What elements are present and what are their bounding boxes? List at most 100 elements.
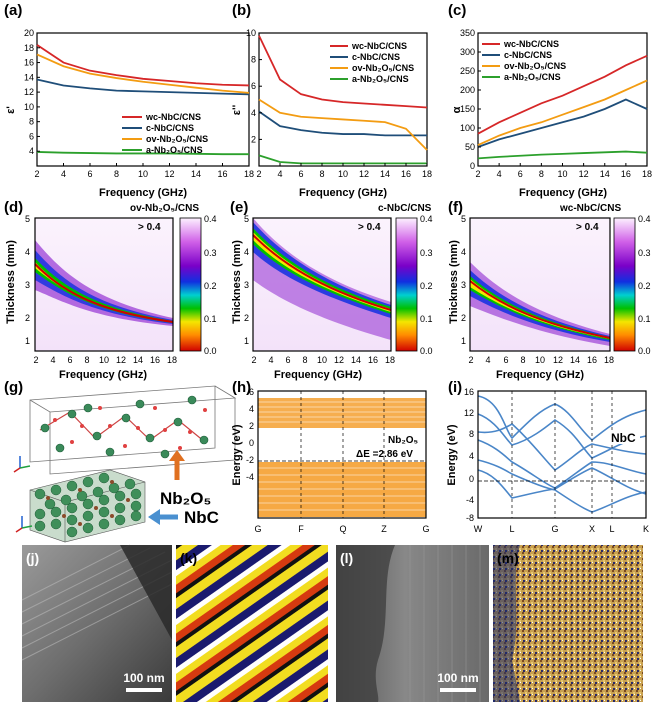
svg-text:3: 3 <box>244 280 249 290</box>
panel-i: (i) Energy (eV) NbC 16 12 8 4 0 -4 -8 W <box>446 379 649 534</box>
y-axis-label-d: Thickness (mm) <box>5 240 17 324</box>
svg-text:6: 6 <box>67 355 72 365</box>
series-line-b-0 <box>258 35 428 109</box>
map-ticks-e: 5 4 3 2 1 2 4 6 8 10 12 14 16 18 <box>244 214 395 365</box>
y-tick-a: 4 <box>29 146 34 156</box>
legend-b-c: c-NbC/CNS <box>352 52 400 62</box>
cbar-e-3: 0.3 <box>420 248 433 258</box>
map-title-f: wc-NbC/CNS <box>559 203 621 214</box>
svg-text:2: 2 <box>468 355 473 365</box>
band-frame-h <box>257 390 427 519</box>
svg-text:-2: -2 <box>246 455 254 465</box>
svg-text:1: 1 <box>244 336 249 346</box>
oxide-arrow-icon <box>169 450 185 480</box>
x-tick-b: 6 <box>298 169 303 179</box>
threshold-note-e: > 0.4 <box>358 222 381 233</box>
cbar-e-4: 0.4 <box>420 214 433 224</box>
oxide-structure <box>29 385 237 475</box>
y-tick-a: 6 <box>29 131 34 141</box>
scale-bar-j <box>126 688 162 692</box>
svg-text:3: 3 <box>25 280 30 290</box>
panel-g: (g) <box>4 379 237 543</box>
panel-letter-e: (e) <box>230 199 248 216</box>
cbar-e-0: 0.0 <box>420 346 433 356</box>
x-tick-c: 16 <box>621 169 631 179</box>
svg-text:-4: -4 <box>466 495 474 505</box>
x-tick-b: 4 <box>277 169 282 179</box>
y-axis-label-a: ε' <box>5 106 17 114</box>
y-tick-b: 10 <box>246 28 256 38</box>
svg-text:8: 8 <box>520 355 525 365</box>
panel-j: (j) 100 nm <box>21 544 173 702</box>
colorbar-ticks-d: 0.0 0.1 0.2 0.3 0.4 <box>204 214 217 356</box>
svg-text:8: 8 <box>302 355 307 365</box>
x-tick-a: 14 <box>191 169 201 179</box>
y-tick-c: 0 <box>470 161 475 171</box>
svg-text:0: 0 <box>469 474 474 484</box>
svg-text:-4: -4 <box>246 472 254 482</box>
map-ticks-f: 5 4 3 2 1 2 4 6 8 10 12 14 16 18 <box>461 214 614 365</box>
x-axis-label-e: Frequency (GHz) <box>274 369 362 381</box>
panel-c: (c) α Frequency (GHz) 2 4 6 8 10 12 14 16 18 0 50 1… <box>448 2 652 199</box>
panel-letter-m: (m) <box>497 550 519 566</box>
legend-item-c: c-NbC/CNS <box>146 123 194 133</box>
cbar-d-1: 0.1 <box>204 314 217 324</box>
y-tick-c: 100 <box>460 123 475 133</box>
map-frame-d <box>34 217 174 352</box>
y-axis-label-e: Thickness (mm) <box>231 240 243 324</box>
panel-a: (a) ε' Frequency (GHz) 2 4 6 8 10 12 14 16 18 4 6 8… <box>4 2 254 199</box>
y-axis-label-f: Thickness (mm) <box>448 240 460 324</box>
x-tick-a: 2 <box>34 169 39 179</box>
axis-triad-top-icon <box>13 456 31 473</box>
svg-text:6: 6 <box>503 355 508 365</box>
svg-text:12: 12 <box>553 355 563 365</box>
x-tick-c: 2 <box>475 169 480 179</box>
svg-text:4: 4 <box>249 404 254 414</box>
rl-band-e <box>252 218 392 340</box>
svg-text:2: 2 <box>25 313 30 323</box>
x-tick-a: 10 <box>138 169 148 179</box>
svg-text:Q: Q <box>339 524 346 534</box>
rl-band-d <box>34 240 174 326</box>
svg-text:16: 16 <box>587 355 597 365</box>
y-tick-b: 6 <box>251 81 256 91</box>
cbar-e-1: 0.1 <box>420 314 433 324</box>
legend-b-wc: wc-NbC/CNS <box>351 41 407 51</box>
cbar-f-1: 0.1 <box>638 314 651 324</box>
svg-text:12: 12 <box>464 408 474 418</box>
map-title-e: c-NbC/CNS <box>378 203 432 214</box>
panel-b: (b) ε'' Frequency (GHz) 2 4 6 8 10 12 14 16 1824… <box>231 2 432 199</box>
x-tick-a: 6 <box>87 169 92 179</box>
legend-b-ov: ov-Nb₂O₅/CNS <box>352 63 414 73</box>
svg-text:14: 14 <box>570 355 580 365</box>
series-group-c <box>477 54 648 160</box>
scale-label-j: 100 nm <box>123 671 164 685</box>
x-axis-label-d: Frequency (GHz) <box>59 369 147 381</box>
colorbar-ticks-e: 0.0 0.1 0.2 0.3 0.4 <box>420 214 433 356</box>
cbar-d-0: 0.0 <box>204 346 217 356</box>
panel-letter-l: (l) <box>340 550 353 566</box>
y-tick-b: 2 <box>251 134 256 144</box>
panel-k: (k) <box>176 545 328 702</box>
x-tick-a: 4 <box>61 169 66 179</box>
svg-text:8: 8 <box>84 355 89 365</box>
svg-text:L: L <box>509 524 514 534</box>
svg-text:W: W <box>474 524 483 534</box>
series-line-b-3 <box>258 154 427 165</box>
y-tick-c: 300 <box>460 47 475 57</box>
svg-text:4: 4 <box>461 247 466 257</box>
svg-text:-8: -8 <box>466 513 474 523</box>
phase-map-m <box>493 545 643 702</box>
svg-text:1: 1 <box>25 336 30 346</box>
y-tick-c: 250 <box>460 66 475 76</box>
svg-text:10: 10 <box>317 355 327 365</box>
svg-text:G: G <box>422 524 429 534</box>
y-tick-c: 350 <box>460 28 475 38</box>
y-tick-a: 12 <box>24 87 34 97</box>
x-tick-b: 16 <box>401 169 411 179</box>
legend-c: wc-NbC/CNS c-NbC/CNS ov-Nb₂O₅/CNS a-Nb₂O… <box>482 39 566 82</box>
fringes-l <box>409 545 481 702</box>
svg-text:2: 2 <box>33 355 38 365</box>
panel-l: (l) 100 nm <box>336 545 489 702</box>
